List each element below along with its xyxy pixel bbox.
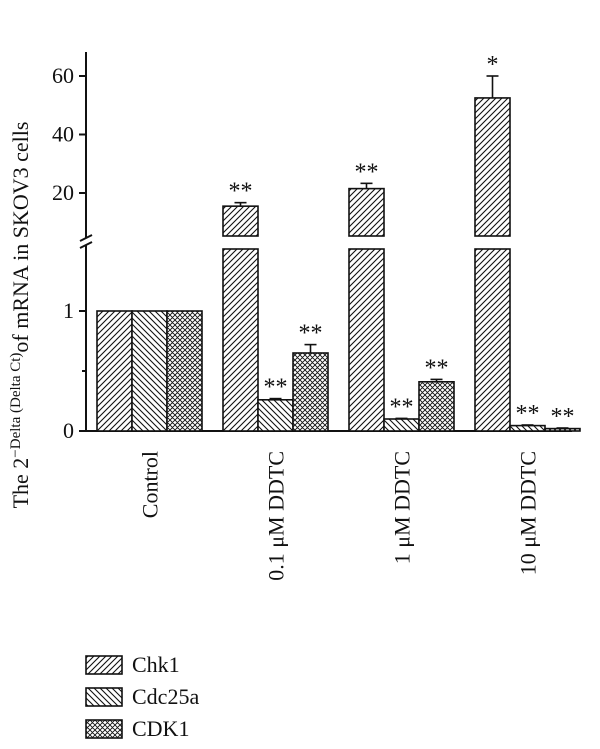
x-tick-labels: Control 0.1 μM DDTC 1 μM DDTC 10 μM DDTC [138,451,541,581]
bar-chk1-1 [96,310,133,432]
x-tick-label: 0.1 μM DDTC [264,451,289,581]
y-tick-label: 1 [63,298,74,323]
legend: Chk1 Cdc25a CDK1 [85,652,199,741]
significance-label: ** [229,179,253,205]
bar-cdc25a-2 [257,398,294,432]
axis-break-mark-lower [79,241,93,249]
y-axis-title: The 2−Delta (Delta Ct)of mRNA in SKOV3 c… [8,122,33,509]
bar-chk1-2 [222,205,259,237]
bar-cdk1-1 [166,310,203,432]
significance-label: ** [264,375,288,401]
legend-label-cdc25a: Cdc25a [132,684,199,709]
bar-cdk1-2 [292,352,329,432]
y-axis-title-prefix: The 2 [8,458,33,509]
bar-chk1-3 [348,187,385,237]
bar-cdc25a-1 [131,310,168,432]
bars: *************** ** [96,52,581,432]
significance-label: ** [551,404,575,430]
axis-break-gap [473,238,512,245]
legend-label-chk1: Chk1 [132,652,180,677]
y-tick-label: 60 [52,63,74,88]
significance-label: * [487,52,499,78]
y-axis-title-superscript: −Delta (Delta Ct) [8,353,24,458]
legend-swatch-cdc25a [85,687,123,707]
y-axis-title-suffix: of mRNA in SKOV3 cells [8,122,33,353]
significance-label: ** [355,159,379,185]
y-tick-label: 20 [52,180,74,205]
bar-chk1-4 [474,97,511,237]
significance-label: ** [390,394,414,420]
bar-cdk1-3 [418,380,455,432]
bar-chk1-3-lower [348,248,385,432]
legend-swatch-chk1 [85,655,123,675]
y-tick-label: 40 [52,122,74,147]
bar-chk1-4-lower [474,248,511,432]
axis-break-mark-upper [79,234,93,242]
axis-break-gap [221,238,260,245]
significance-label: ** [299,321,323,347]
x-tick-label: 1 μM DDTC [390,451,415,564]
y-tick-label: 0 [63,418,74,443]
legend-swatch-cdk1 [85,719,123,739]
axis-break-gap [347,238,386,245]
bar-cdc25a-3 [383,418,420,432]
bar-chk1-2-lower [222,248,259,432]
legend-label-cdk1: CDK1 [132,716,189,741]
x-tick-label: Control [138,451,163,518]
significance-label: ** [516,401,540,427]
significance-label: ** [425,355,449,381]
x-tick-label: 10 μM DDTC [516,451,541,575]
